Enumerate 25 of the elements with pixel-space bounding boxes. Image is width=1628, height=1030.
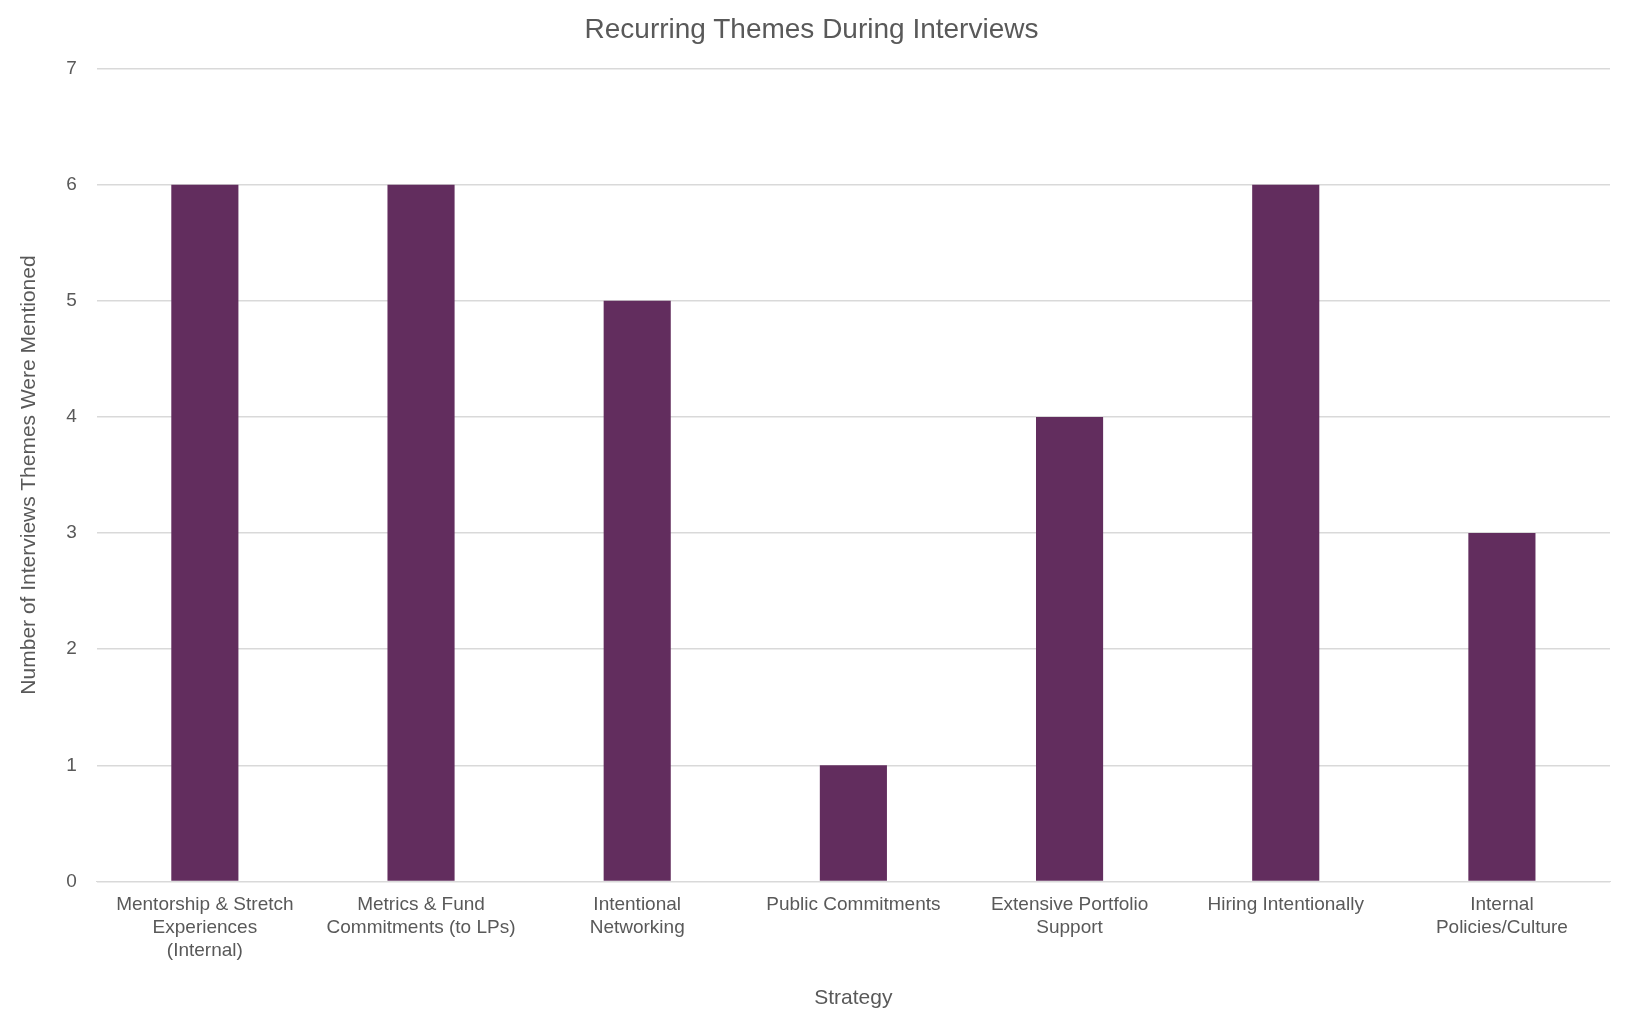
bar [1252, 184, 1320, 881]
x-tick-label: Mentorship & Stretch Experiences (Internal) [116, 893, 294, 960]
y-tick-label: 3 [66, 521, 77, 543]
x-tick-label: Hiring Intentionally [1207, 893, 1365, 915]
x-axis-title: Strategy [814, 985, 893, 1009]
bar [603, 300, 671, 881]
x-tick-label: Public Commitments [766, 893, 941, 915]
x-tick-label: Internal Policies/Culture [1435, 893, 1568, 937]
bar [819, 765, 887, 881]
bar [387, 184, 455, 881]
y-tick-label: 2 [66, 637, 77, 659]
chart-title: Recurring Themes During Interviews [584, 12, 1039, 44]
y-axis-title: Number of Interviews Themes Were Mentioned [16, 255, 40, 695]
y-tick-label: 7 [66, 56, 77, 78]
y-tick-label: 6 [66, 172, 77, 194]
y-tick-label: 0 [66, 869, 77, 891]
y-tick-label: 4 [66, 405, 78, 427]
bar [1468, 533, 1536, 881]
bar [171, 184, 239, 881]
x-tick-label: Metrics & Fund Commitments (to LPs) [326, 893, 516, 937]
x-tick-label: Intentional Networking [589, 893, 685, 937]
bar [1036, 416, 1104, 881]
y-tick-label: 1 [66, 753, 77, 775]
x-tick-label: Extensive Portfolio Support [990, 893, 1149, 937]
y-tick-label: 5 [66, 289, 77, 311]
